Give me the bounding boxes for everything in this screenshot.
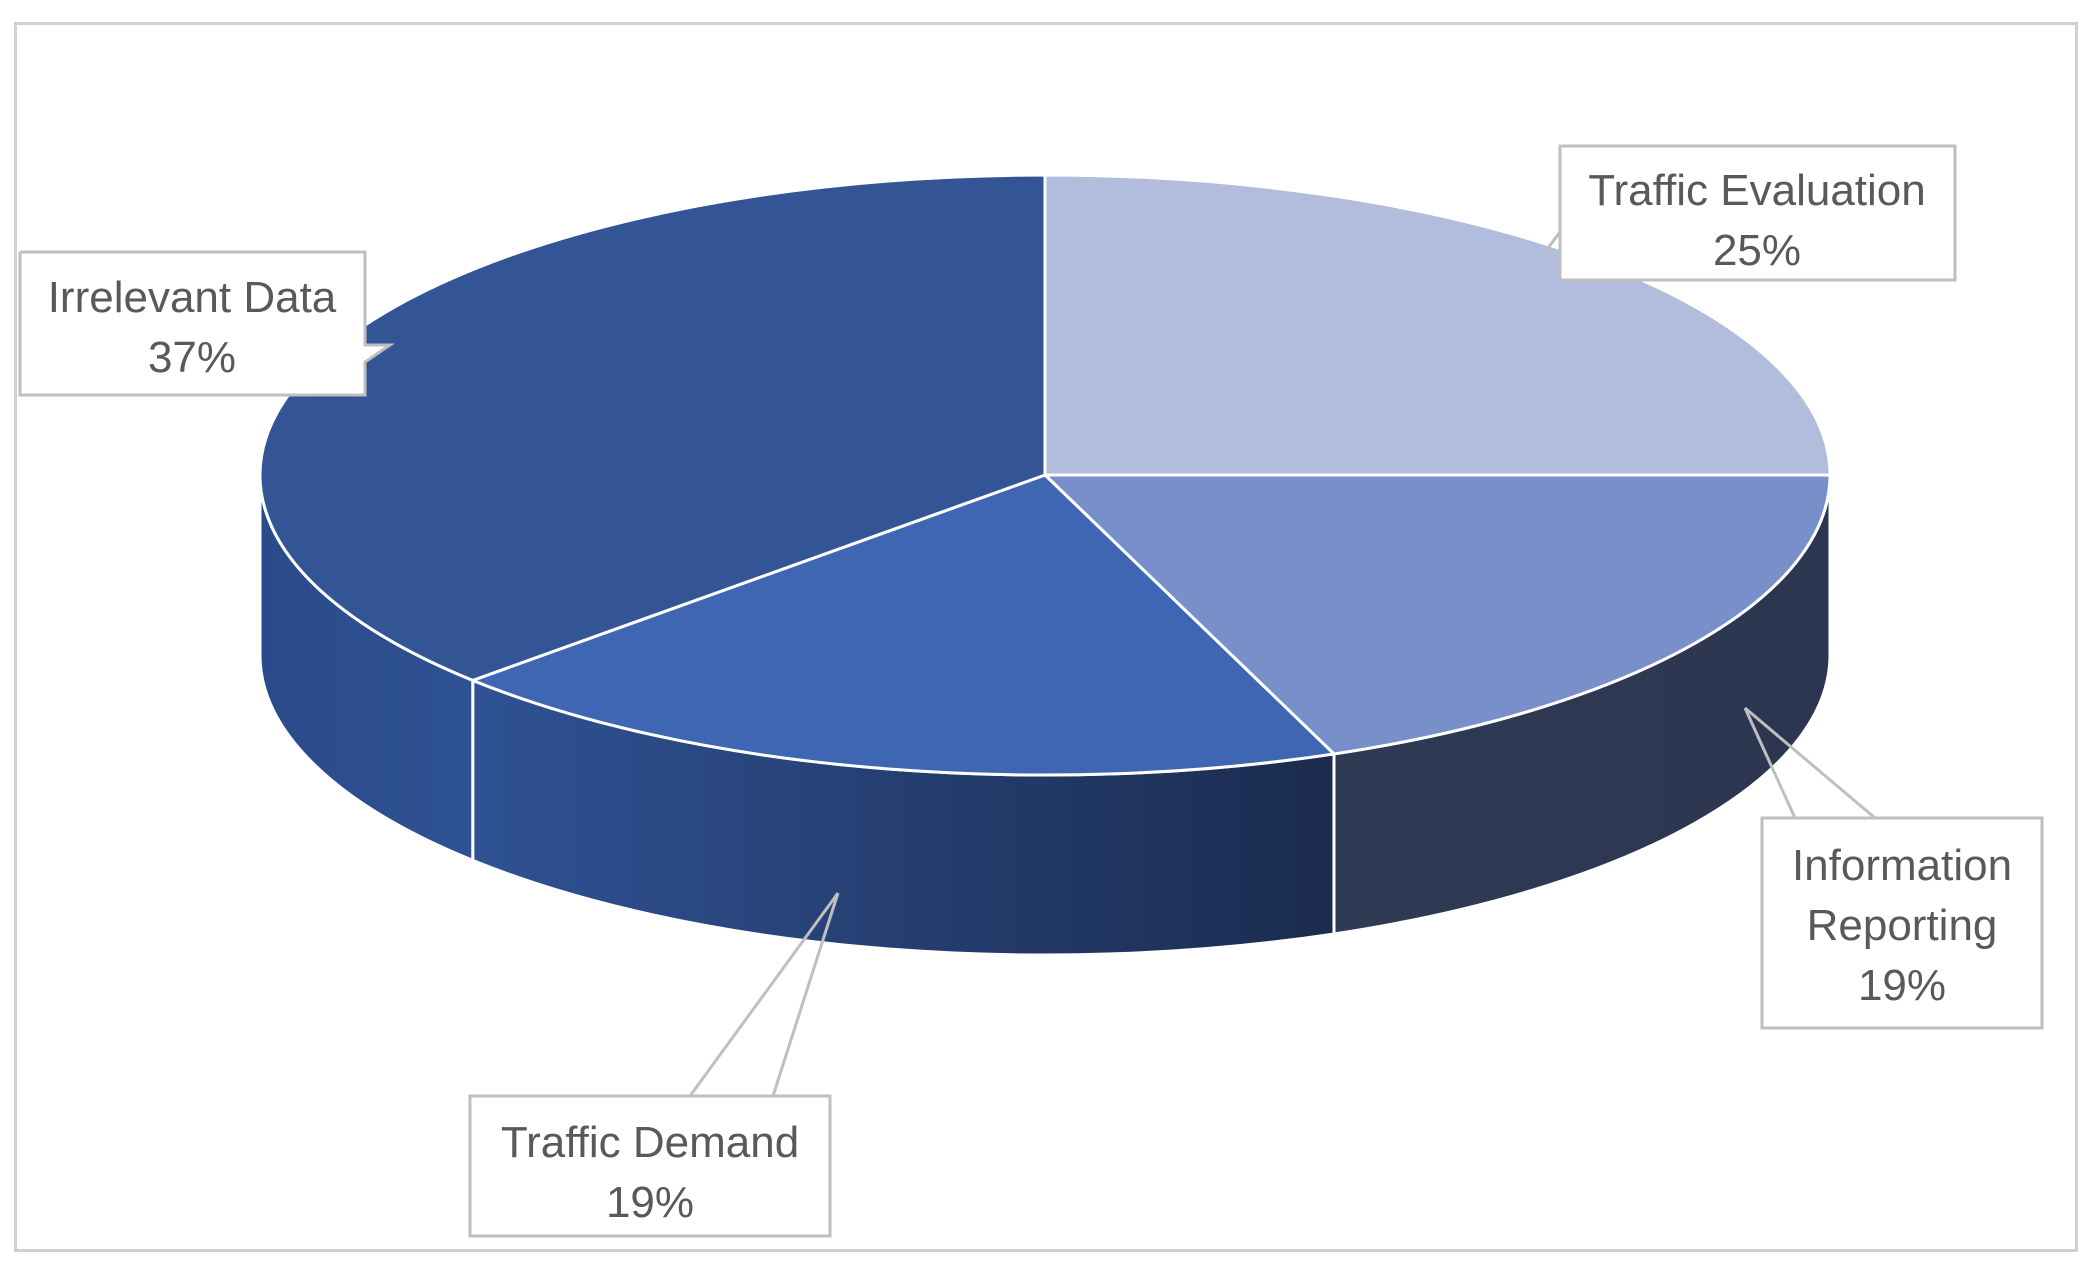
callout-irrelevant-data-name: Irrelevant Data — [48, 273, 337, 322]
callout-information-reporting-line1: Information — [1792, 841, 2012, 890]
callout-information-reporting-pct: 19% — [1858, 961, 1946, 1010]
callout-information-reporting: Information Reporting 19% — [1743, 706, 2044, 1030]
callout-traffic-evaluation-pct: 25% — [1713, 226, 1801, 275]
pie-slice-traffic-demand — [471, 473, 1336, 777]
callout-irrelevant-data-pct: 37% — [148, 333, 236, 382]
callout-traffic-demand-pct: 19% — [606, 1178, 694, 1227]
callout-traffic-demand-name: Traffic Demand — [501, 1118, 799, 1167]
callout-traffic-evaluation: Traffic Evaluation 25% — [1543, 144, 1957, 282]
pie-slice-information-reporting — [1043, 473, 1832, 756]
callout-irrelevant-data: Irrelevant Data 37% — [18, 250, 395, 397]
callout-traffic-evaluation-name: Traffic Evaluation — [1588, 166, 1926, 215]
callout-traffic-demand: Traffic Demand 19% — [468, 892, 840, 1238]
pie-top-faces — [258, 173, 1832, 777]
callout-information-reporting-line2: Reporting — [1807, 901, 1998, 950]
